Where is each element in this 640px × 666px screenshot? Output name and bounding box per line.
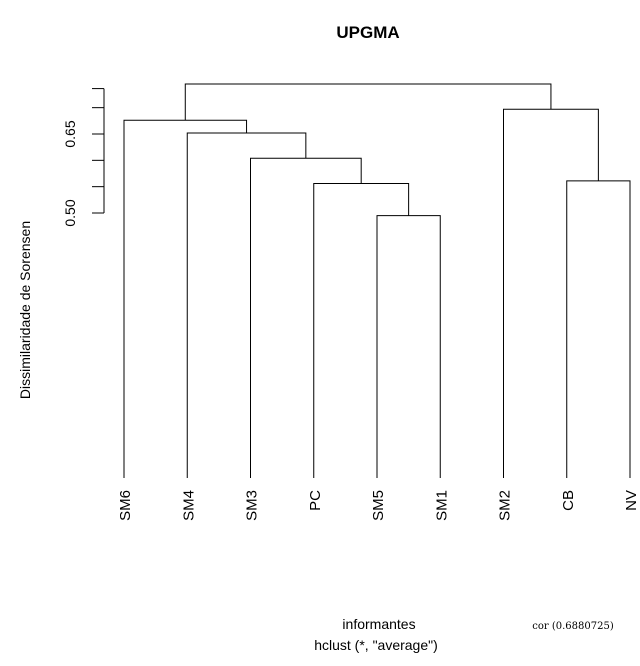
leaf-label-sm2: SM2: [497, 490, 514, 521]
merge-link: [186, 132, 307, 478]
merge-link: [250, 157, 362, 478]
x-axis-label: informantes: [342, 616, 415, 632]
leaf-label-sm3: SM3: [244, 490, 261, 521]
chart-title: UPGMA: [336, 23, 399, 42]
leaf-label-cb: CB: [560, 490, 577, 511]
leaf-label-nv: NV: [623, 490, 640, 511]
method-subtitle: hclust (*, "average"): [314, 637, 438, 653]
y-tick-label: 0.50: [62, 199, 78, 226]
y-axis: 0.50 0.65: [62, 88, 105, 227]
leaf-label-sm6: SM6: [117, 490, 134, 521]
leaf-labels: SM6 SM4 SM3 PC SM5 SM1 SM2 CB NV: [117, 490, 640, 521]
leaf-label-sm5: SM5: [370, 490, 387, 521]
leaf-label-sm1: SM1: [433, 490, 450, 521]
merge-link: [503, 108, 599, 478]
merge-link: [184, 83, 552, 121]
leaf-label-pc: PC: [307, 490, 324, 511]
y-tick-label: 0.65: [62, 120, 78, 147]
merge-link: [313, 183, 410, 478]
dendrogram-tree: [123, 83, 631, 478]
merge-link: [123, 119, 248, 478]
leaf-label-sm4: SM4: [180, 490, 197, 521]
merge-link: [376, 215, 441, 478]
y-axis-label: Dissimilaridade de Sorensen: [17, 221, 33, 399]
merge-link: [566, 180, 631, 478]
correlation-annotation: cor (0.6880725): [532, 621, 614, 632]
